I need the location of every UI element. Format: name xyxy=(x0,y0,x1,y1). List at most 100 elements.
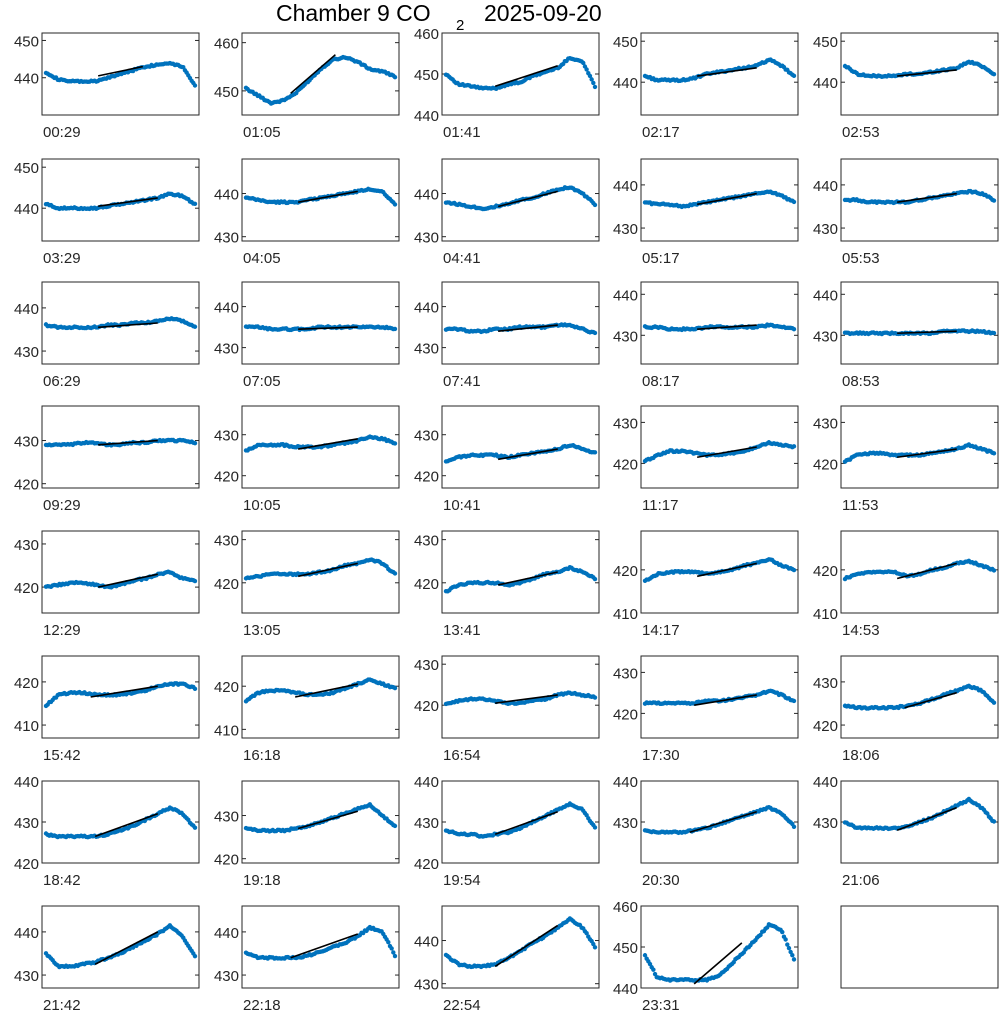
data-series xyxy=(443,443,598,464)
data-point xyxy=(791,199,797,205)
subplot-label: 21:06 xyxy=(842,872,880,889)
subplot-label: 17:30 xyxy=(642,747,680,764)
y-tick-label: 440 xyxy=(214,187,239,204)
subplot: 420 430 19:18 xyxy=(214,780,400,889)
subplot: 440 450 03:29 xyxy=(14,158,200,267)
fit-line xyxy=(497,571,558,586)
fit-line xyxy=(495,694,558,704)
subplot-label: 23:31 xyxy=(642,997,680,1014)
subplot: 430 440 05:17 xyxy=(613,158,799,267)
y-tick-label: 440 xyxy=(813,178,838,195)
data-point xyxy=(392,326,398,332)
data-point xyxy=(991,330,997,336)
axes-box xyxy=(41,655,200,739)
axes-box xyxy=(41,281,200,365)
fit-line xyxy=(494,924,559,968)
data-point xyxy=(780,929,785,935)
y-tick-label: 430 xyxy=(414,341,439,358)
y-tick-label: 430 xyxy=(414,533,439,550)
data-point xyxy=(783,937,788,942)
subplot xyxy=(840,905,999,989)
subplot-label: 13:05 xyxy=(243,622,281,639)
title-subscript: 2 xyxy=(456,17,465,34)
axes-box xyxy=(840,905,999,989)
y-tick-label: 420 xyxy=(813,563,838,580)
y-tick-label: 430 xyxy=(214,809,239,826)
y-tick-label: 420 xyxy=(414,576,439,593)
data-point xyxy=(589,77,594,82)
fit-line xyxy=(90,685,158,698)
data-point xyxy=(790,953,795,958)
subplot: 430 440 21:42 xyxy=(14,905,200,1014)
subplot: 420 430 12:29 xyxy=(14,530,200,639)
subplot-label: 13:41 xyxy=(443,622,481,639)
subplot: 410 420 14:17 xyxy=(613,530,799,639)
y-tick-label: 440 xyxy=(14,71,39,88)
fit-line xyxy=(696,562,757,578)
y-tick-label: 430 xyxy=(414,230,439,247)
axes-box xyxy=(640,32,799,116)
subplot: 430 440 07:05 xyxy=(214,281,400,390)
axes-box xyxy=(441,905,600,989)
subplot: 440 450 460 01:41 xyxy=(414,26,600,141)
data-point xyxy=(642,953,648,958)
axes-box xyxy=(441,780,600,864)
fit-line xyxy=(897,330,957,335)
y-tick-label: 430 xyxy=(214,341,239,358)
subplot-label: 01:05 xyxy=(243,124,281,141)
y-tick-label: 420 xyxy=(613,456,638,473)
subplot: 420 430 10:41 xyxy=(414,405,600,514)
subplot: 450 460 01:05 xyxy=(214,32,400,141)
axes-box xyxy=(840,158,999,242)
axes-box xyxy=(840,405,999,489)
subplot: 420 430 440 19:54 xyxy=(414,774,600,889)
fit-line xyxy=(498,324,558,332)
y-tick-label: 430 xyxy=(14,537,39,554)
fit-line xyxy=(498,448,558,461)
y-tick-label: 420 xyxy=(613,563,638,580)
y-tick-label: 410 xyxy=(214,722,239,739)
y-tick-label: 420 xyxy=(414,469,439,486)
data-point xyxy=(386,939,391,945)
data-point xyxy=(192,686,198,692)
data-point xyxy=(389,946,394,951)
y-tick-label: 440 xyxy=(613,287,638,304)
subplot-label: 22:18 xyxy=(243,997,281,1014)
subplot: 430 440 07:41 xyxy=(414,281,600,390)
fit-line xyxy=(98,197,158,207)
fit-line xyxy=(297,810,358,830)
data-point xyxy=(791,824,797,830)
fit-line xyxy=(297,562,358,578)
axes-box xyxy=(241,530,400,614)
y-tick-label: 420 xyxy=(613,706,638,723)
y-tick-label: 430 xyxy=(214,533,239,550)
data-series xyxy=(642,805,797,836)
axes-box xyxy=(640,281,799,365)
subplot-label: 22:54 xyxy=(443,997,481,1014)
fit-line xyxy=(97,65,144,77)
fit-line xyxy=(694,694,757,706)
data-series xyxy=(43,923,198,970)
data-series xyxy=(842,558,997,582)
subplot: 420 430 11:53 xyxy=(813,405,999,514)
axes-box xyxy=(840,530,999,614)
y-tick-label: 440 xyxy=(613,981,638,998)
axes-box xyxy=(241,281,400,365)
y-tick-label: 430 xyxy=(14,968,39,985)
y-tick-label: 450 xyxy=(414,67,439,84)
y-tick-label: 440 xyxy=(613,75,638,92)
y-tick-label: 460 xyxy=(613,899,638,916)
subplot-label: 16:18 xyxy=(243,747,281,764)
subplot: 430 440 21:06 xyxy=(813,774,999,889)
y-tick-label: 420 xyxy=(414,856,439,873)
y-tick-label: 430 xyxy=(414,815,439,832)
data-point xyxy=(991,568,997,573)
fit-line xyxy=(98,322,158,329)
fit-line xyxy=(98,439,158,446)
axes-box xyxy=(640,405,799,489)
data-series xyxy=(842,59,997,80)
subplot: 440 450 00:29 xyxy=(14,32,200,141)
subplot-label: 19:54 xyxy=(443,872,481,889)
axes-box xyxy=(41,405,200,489)
data-point xyxy=(786,945,792,951)
